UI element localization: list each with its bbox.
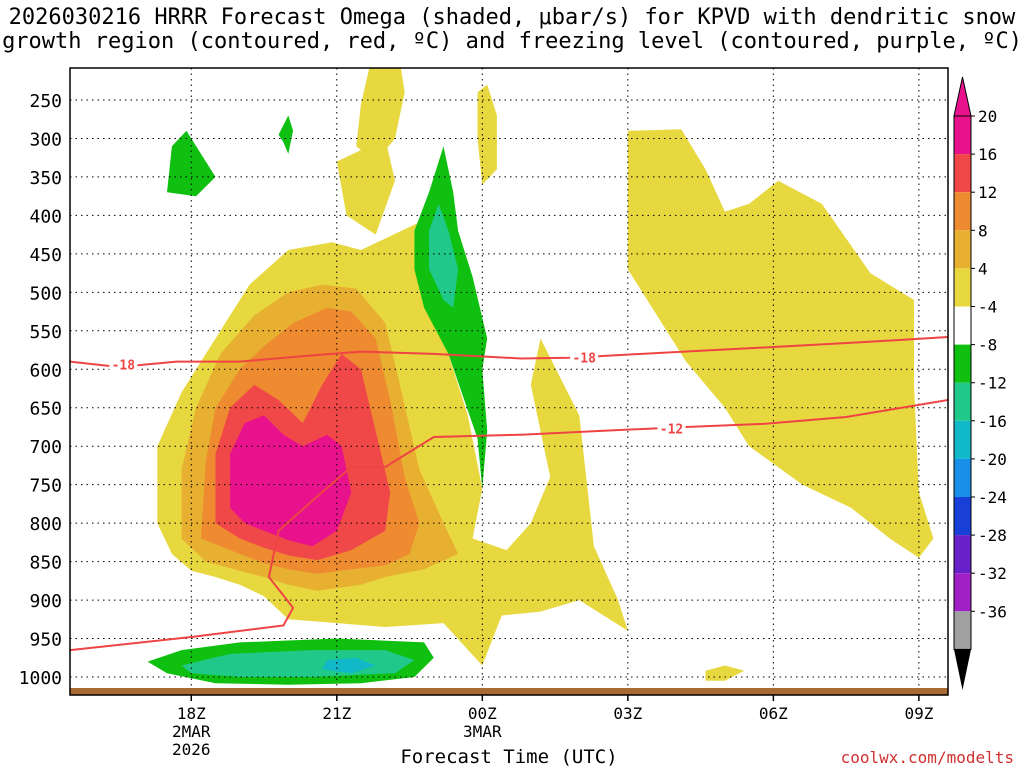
title-line-2: growth region (contoured, red, ºC) and f… (2, 29, 1022, 54)
colorbar-label-20: 20 (978, 107, 997, 126)
x-tick-label-18Z: 18Z (177, 704, 206, 723)
colorbar-swatch-5 (954, 306, 971, 345)
omega-region-4-3 (477, 84, 497, 185)
y-tick-label-500: 500 (29, 283, 62, 304)
colorbar-label--4: -4 (978, 298, 997, 317)
y-tick-label-750: 750 (29, 476, 62, 497)
omega-region-4-2 (356, 68, 405, 162)
omega-region--8-14 (429, 203, 459, 308)
x-axis-label: Forecast Time (UTC) (400, 746, 617, 768)
y-tick-label-700: 700 (29, 437, 62, 458)
omega-region-4-1 (336, 138, 395, 235)
omega-region--4-10 (167, 130, 216, 197)
y-tick-label-300: 300 (29, 129, 62, 150)
y-tick-label-600: 600 (29, 360, 62, 381)
x-tick-label-03Z: 03Z (613, 704, 642, 723)
contour-label--18-1: -18 (572, 352, 596, 367)
y-tick-label-950: 950 (29, 630, 62, 651)
colorbar-label--12: -12 (978, 374, 1007, 393)
x-tick-label-00Z: 00Z (468, 704, 497, 723)
colorbar-label--36: -36 (978, 602, 1007, 621)
omega-region-4-4 (627, 129, 934, 558)
contour-line--18 (70, 336, 948, 369)
y-tick-label-900: 900 (29, 591, 62, 612)
y-tick-label-550: 550 (29, 322, 62, 343)
colorbar-swatch-6 (954, 344, 971, 383)
colorbar-label-4: 4 (978, 259, 988, 278)
colorbar-label--24: -24 (978, 488, 1007, 507)
contour-line--12 (70, 399, 948, 652)
title-line-1: 2026030216 HRRR Forecast Omega (shaded, … (8, 5, 1016, 30)
colorbar-swatch-2 (954, 192, 971, 231)
colorbar-swatch-9 (954, 458, 971, 497)
contour-label-bg--18-1 (570, 349, 599, 365)
x-tick-label-09Z: 09Z (904, 704, 933, 723)
x-tick-label-06Z: 06Z (759, 704, 788, 723)
contour-label--18-0: -18 (112, 359, 136, 374)
x-tick-label-3MAR: 3MAR (463, 722, 502, 741)
colorbar-swatch-4 (954, 268, 971, 307)
colorbar-label--16: -16 (978, 412, 1007, 431)
colorbar-swatch-7 (954, 382, 971, 421)
y-tick-label-250: 250 (29, 91, 62, 112)
colorbar-swatch-8 (954, 420, 971, 459)
omega-region-20-9 (230, 415, 352, 547)
contour-label-bg--18-0 (109, 356, 138, 372)
colorbar-swatch-10 (954, 497, 971, 536)
colorbar-swatch-13 (954, 611, 971, 650)
colorbar-label-16: 16 (978, 145, 997, 164)
colorbar-swatch-1 (954, 154, 971, 193)
colorbar-label--8: -8 (978, 336, 997, 355)
colorbar-swatch-3 (954, 230, 971, 269)
contour-label--12-0: -12 (660, 423, 683, 438)
colorbar-swatch-0 (954, 116, 971, 155)
y-tick-label-850: 850 (29, 553, 62, 574)
x-tick-label-21Z: 21Z (322, 704, 351, 723)
colorbar-swatch-12 (954, 573, 971, 612)
colorbar-label--28: -28 (978, 526, 1007, 545)
y-tick-label-450: 450 (29, 245, 62, 266)
y-tick-label-400: 400 (29, 206, 62, 227)
contour-label-bg--12-0 (657, 420, 686, 436)
y-tick-label-1000: 1000 (19, 668, 62, 689)
ground-strip (70, 688, 948, 695)
credit-text: coolwx.com/modelts (841, 748, 1014, 767)
x-tick-label-2MAR: 2MAR (172, 722, 211, 741)
colorbar-swatch-11 (954, 535, 971, 574)
omega-region-4-5 (705, 665, 745, 681)
colorbar-label-8: 8 (978, 221, 988, 240)
plot-frame (69, 67, 949, 696)
y-tick-label-650: 650 (29, 399, 62, 420)
colorbar-bottom-arrow (954, 649, 971, 690)
chart-title: 2026030216 HRRR Forecast Omega (shaded, … (0, 6, 1024, 54)
x-tick-label-2026: 2026 (172, 740, 211, 759)
y-tick-label-800: 800 (29, 514, 62, 535)
omega-region--4-11 (278, 115, 294, 154)
colorbar-top-arrow (953, 76, 972, 117)
y-tick-label-350: 350 (29, 168, 62, 189)
omega-region--12-16 (322, 657, 376, 674)
colorbar-label--20: -20 (978, 450, 1007, 469)
colorbar-label--32: -32 (978, 564, 1007, 583)
colorbar-label-12: 12 (978, 183, 997, 202)
